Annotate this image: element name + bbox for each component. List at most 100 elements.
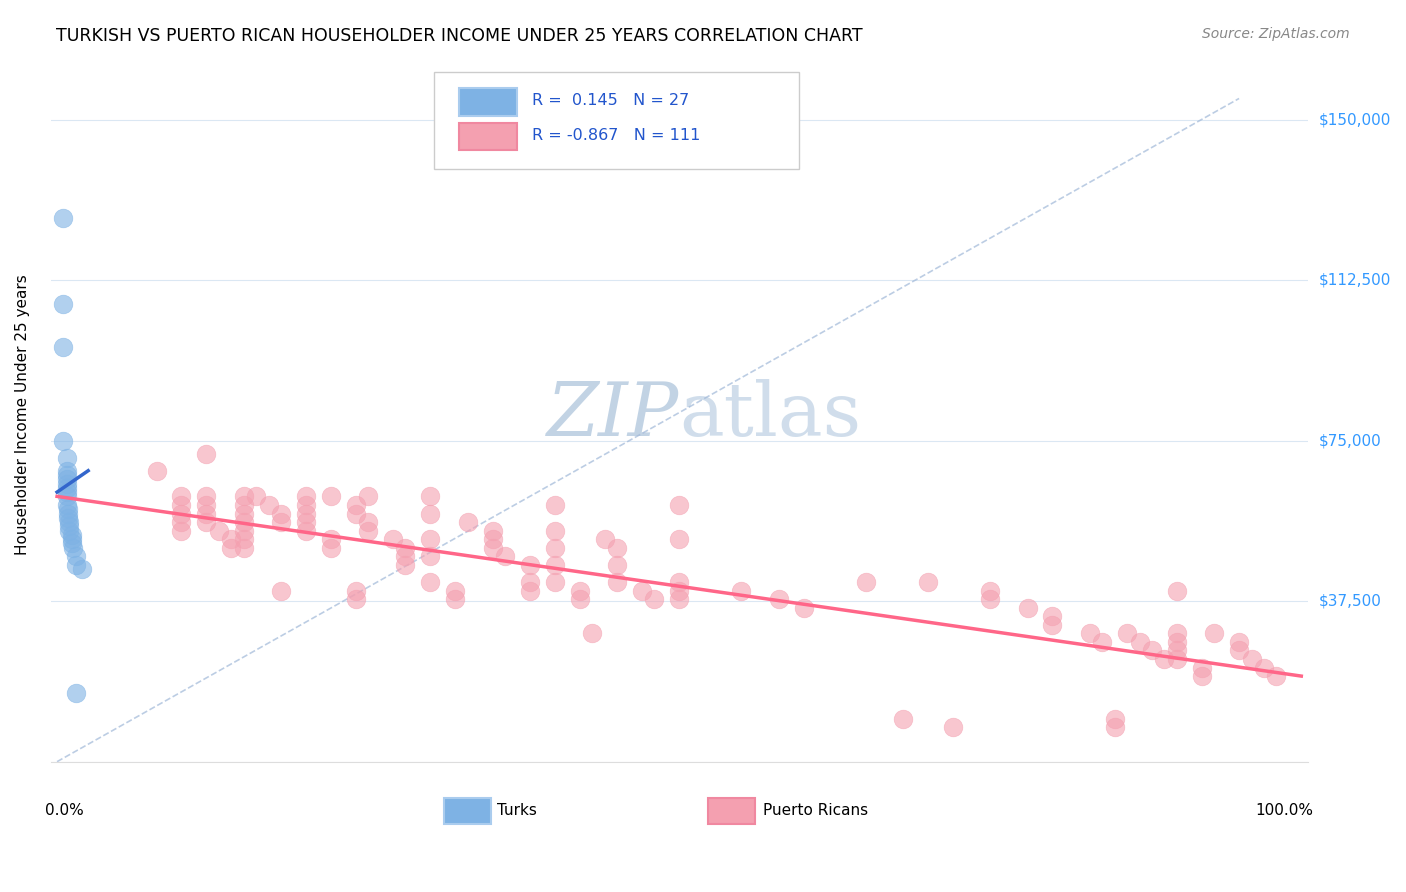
Point xyxy=(519,574,541,589)
Point xyxy=(793,600,815,615)
Point xyxy=(1227,643,1250,657)
Point xyxy=(979,592,1001,607)
Point xyxy=(1042,617,1064,632)
Point xyxy=(295,515,318,529)
Point xyxy=(481,532,503,546)
Point xyxy=(219,532,242,546)
Point xyxy=(668,583,690,598)
Point xyxy=(170,515,193,529)
Text: Puerto Ricans: Puerto Ricans xyxy=(763,803,869,818)
Point xyxy=(58,502,80,516)
Point xyxy=(481,541,503,555)
Point xyxy=(1240,652,1263,666)
Point xyxy=(444,592,467,607)
Point xyxy=(270,583,292,598)
Point xyxy=(917,574,939,589)
Point xyxy=(60,528,83,542)
Point xyxy=(232,524,254,538)
Point xyxy=(606,574,628,589)
Point xyxy=(593,532,616,546)
Point xyxy=(56,485,79,500)
Point xyxy=(56,498,79,512)
Point xyxy=(382,532,405,546)
Point xyxy=(1166,643,1188,657)
Point xyxy=(1128,635,1150,649)
Text: ZIP: ZIP xyxy=(547,379,679,451)
Point xyxy=(494,549,516,564)
Point xyxy=(62,541,84,555)
Point xyxy=(232,498,254,512)
Point xyxy=(295,489,318,503)
Point xyxy=(668,532,690,546)
Point xyxy=(544,524,567,538)
Point xyxy=(481,524,503,538)
Point xyxy=(394,558,416,572)
Point xyxy=(295,524,318,538)
Point xyxy=(56,489,79,503)
Point xyxy=(544,558,567,572)
Point xyxy=(170,507,193,521)
Text: $112,500: $112,500 xyxy=(1319,273,1391,288)
Point xyxy=(56,450,79,465)
Point xyxy=(195,515,218,529)
Point xyxy=(544,498,567,512)
Point xyxy=(60,536,83,550)
Point xyxy=(245,489,267,503)
Point xyxy=(232,489,254,503)
Point xyxy=(1104,721,1126,735)
Point xyxy=(195,507,218,521)
Text: 0.0%: 0.0% xyxy=(45,804,83,818)
Point xyxy=(1227,635,1250,649)
Point xyxy=(544,574,567,589)
FancyBboxPatch shape xyxy=(460,122,517,151)
Point xyxy=(444,583,467,598)
Point xyxy=(1017,600,1039,615)
Point xyxy=(58,519,80,533)
Text: 100.0%: 100.0% xyxy=(1256,804,1313,818)
Point xyxy=(208,524,231,538)
Point xyxy=(357,515,380,529)
Point xyxy=(1253,660,1275,674)
Point xyxy=(668,498,690,512)
Point xyxy=(394,549,416,564)
Point xyxy=(232,541,254,555)
Point xyxy=(668,592,690,607)
Point xyxy=(319,489,342,503)
Point xyxy=(891,712,914,726)
Point xyxy=(1091,635,1114,649)
Text: $37,500: $37,500 xyxy=(1319,594,1382,608)
Point xyxy=(195,498,218,512)
Point xyxy=(58,515,80,529)
Point xyxy=(394,541,416,555)
Point xyxy=(295,498,318,512)
Point xyxy=(170,498,193,512)
FancyBboxPatch shape xyxy=(434,72,799,169)
Point xyxy=(344,592,367,607)
Point xyxy=(568,592,591,607)
Point xyxy=(58,507,80,521)
Point xyxy=(58,510,80,524)
Text: atlas: atlas xyxy=(679,378,862,451)
Point xyxy=(1104,712,1126,726)
Point xyxy=(344,498,367,512)
Point xyxy=(1166,583,1188,598)
Point xyxy=(357,489,380,503)
Point xyxy=(1265,669,1288,683)
Point xyxy=(270,515,292,529)
Point xyxy=(1140,643,1163,657)
Point xyxy=(581,626,603,640)
Point xyxy=(668,574,690,589)
Point xyxy=(1153,652,1175,666)
Text: TURKISH VS PUERTO RICAN HOUSEHOLDER INCOME UNDER 25 YEARS CORRELATION CHART: TURKISH VS PUERTO RICAN HOUSEHOLDER INCO… xyxy=(56,27,863,45)
FancyBboxPatch shape xyxy=(444,798,491,824)
Point xyxy=(1166,635,1188,649)
Point xyxy=(419,489,441,503)
Point xyxy=(1078,626,1101,640)
Point xyxy=(344,507,367,521)
Point xyxy=(419,574,441,589)
Point xyxy=(606,558,628,572)
Point xyxy=(319,532,342,546)
Point xyxy=(1166,652,1188,666)
Point xyxy=(606,541,628,555)
FancyBboxPatch shape xyxy=(460,88,517,116)
